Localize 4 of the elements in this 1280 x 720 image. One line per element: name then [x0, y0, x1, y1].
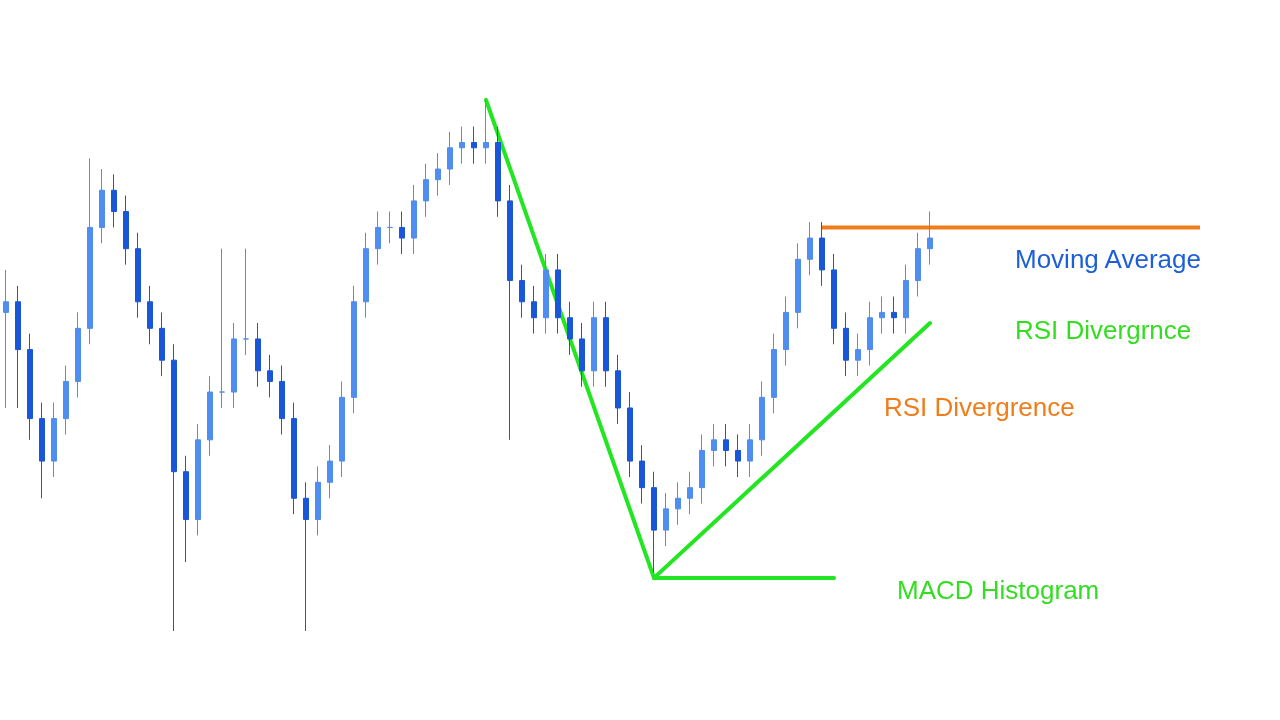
annotation: MACD Histogram: [897, 575, 1100, 605]
text: Moving Average: [1015, 244, 1201, 274]
annotation: RSI Divergrence: [884, 392, 1075, 422]
text: RSI Divergrnce: [1015, 315, 1192, 345]
